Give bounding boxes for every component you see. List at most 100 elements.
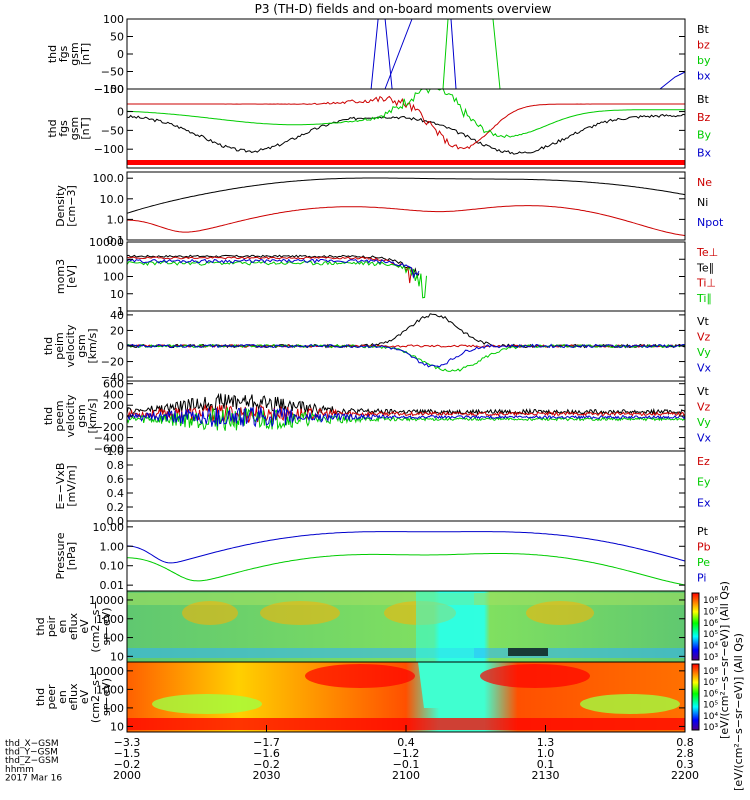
peir-low-energy-band (127, 648, 685, 658)
y-tick-label: 10.0 (100, 193, 125, 206)
y-axis-label-line: Density (54, 185, 67, 227)
legend-Bx: Bx (697, 146, 712, 159)
panel-efield: 1.00.80.60.40.20.0 E=−VxB[mV/m] Ez Ey Ex (54, 445, 711, 528)
legend-Ne: Ne (697, 176, 712, 189)
panel-temp: 10000 1000 100 10 1 mom3[eV] Te⊥ Te∥ Ti⊥ Ti∥ (54, 236, 718, 318)
y-axis-label-line: peir (45, 615, 58, 637)
y-tick-label: 100 (103, 271, 124, 284)
peir-flux-enhancement (260, 601, 340, 625)
panel-peim: 40200−20−40thdpeimvelocitygsm[km/s]VtVzV… (42, 309, 712, 384)
panel-pressure-plot (126, 531, 686, 586)
x-axis-row-label: thd_Z−GSM (5, 756, 59, 766)
legend-By: By (697, 129, 712, 142)
x-tick-time-label: 2000 (113, 769, 141, 782)
colorbar-tick-label: 10³ (703, 653, 718, 663)
y-axis-label-line: peer (45, 684, 58, 710)
y-tick-label: 0 (117, 106, 124, 119)
legend-Npot: Npot (697, 216, 724, 229)
y-axis-label: thdpeerenefluxeV(cm2−s−sr−eV) (34, 671, 113, 723)
series-vt (126, 313, 686, 349)
panel-pressure: 10.00 1.00 0.10 0.01 Pressure[nPa] Pt Pb Pe Pi (54, 520, 711, 592)
y-axis-label-line: (cm2−s− (89, 671, 102, 723)
legend-Vz: Vz (697, 401, 711, 414)
x-tick-label: 2.8 (676, 747, 694, 760)
peer-gap (418, 662, 472, 708)
series-te-perp (126, 256, 414, 284)
y-axis-label-line: fgs (57, 120, 70, 137)
x-tick-label: 0.1 (537, 758, 555, 771)
y-axis-label: thdfgsgsm[nT] (46, 42, 92, 65)
x-tick-time-label: 2130 (532, 769, 560, 782)
peer-green-patch (152, 694, 262, 714)
y-tick-label: 1.0 (107, 213, 125, 226)
x-tick-label: 0.8 (676, 736, 694, 749)
x-axis-row-label: thd_Y−GSM (5, 748, 58, 758)
panel-fgs-plot (127, 18, 686, 90)
colorbar-title: [eV/(cm²−s−sr−eV)] (All Qs) (732, 633, 745, 791)
legend-Bt: Bt (697, 23, 710, 36)
panel-frame (126, 88, 686, 169)
colorbar-tick-label: 10⁵ (703, 630, 718, 640)
panel-peir: 10000100010010thdpeirenefluxeV(cm2−s−sr−… (34, 590, 686, 663)
y-axis-label-line: Pressure (54, 532, 67, 579)
y-axis-label-line: E=−VxB (54, 463, 67, 510)
colorbar-tick-label: 10³ (703, 723, 718, 733)
y-tick-label: 40 (110, 309, 124, 322)
peir-flux-enhancement (182, 601, 238, 625)
y-tick-label: 10000 (89, 236, 124, 249)
y-tick-label: 0 (117, 410, 124, 423)
legend-Ti⊥: Ti⊥ (696, 277, 716, 290)
y-tick-label: −150 (94, 83, 124, 96)
panel-density-plot (126, 177, 686, 237)
y-tick-label: −600 (94, 442, 124, 455)
series-pe (127, 553, 686, 586)
y-axis-label-line: thd (46, 45, 59, 63)
y-axis-label-line: gsm (75, 334, 88, 357)
series-vx (126, 343, 686, 368)
peer-red-patch (480, 664, 590, 688)
y-tick-label: 10000 (89, 594, 124, 607)
y-tick-label: 10.00 (93, 521, 125, 534)
panel-frame (126, 18, 686, 90)
y-tick-label: −50 (101, 66, 124, 79)
y-axis-label-line: [nPa] (65, 542, 78, 570)
y-tick-label: 100.0 (93, 172, 125, 185)
y-axis-label-line: thd (42, 407, 55, 425)
series-te-par (126, 254, 420, 279)
y-tick-label: 0 (117, 340, 124, 353)
y-tick-label: 0.0 (107, 515, 125, 528)
legend-Te⊥: Te⊥ (696, 246, 718, 259)
y-tick-label: 400 (103, 388, 124, 401)
y-axis-label-line: sr−eV) (100, 678, 113, 716)
fgs-quality-bar (127, 160, 685, 165)
y-axis-label-line: gsm (68, 117, 81, 140)
colorbar-tick-label: 10⁶ (703, 619, 718, 629)
y-axis-label-line: velocity (64, 394, 77, 437)
series-vy (126, 407, 686, 431)
panel-frame (126, 450, 686, 522)
panel-frame (126, 241, 686, 312)
y-axis-label-line: peem (53, 400, 66, 431)
y-axis-label-line: (cm2−s− (89, 600, 102, 652)
x-tick-time-label: 2200 (671, 769, 699, 782)
legend-Ni: Ni (697, 196, 708, 209)
y-axis-label-line: thd (46, 119, 59, 137)
series-bx (659, 71, 686, 90)
y-axis-label: mom3[eV] (54, 259, 78, 294)
figure-title: P3 (TH-D) fields and on-board moments ov… (255, 2, 552, 16)
colorbar-scale (691, 592, 700, 661)
legend-Pb: Pb (697, 541, 711, 554)
panel-peer: 10000100010010thdpeerenefluxeV(cm2−s−sr−… (34, 661, 686, 733)
x-tick-label: −1.6 (253, 747, 280, 760)
legend-Ex: Ex (697, 496, 711, 509)
y-axis-label-line: en (56, 620, 69, 634)
y-tick-label: 0.01 (100, 579, 125, 592)
y-axis-label-line: eflux (67, 612, 80, 640)
panel-temp-plot (126, 254, 427, 299)
legend-Ez: Ez (697, 455, 710, 468)
legend-Vz: Vz (697, 331, 711, 344)
y-axis-label: thdpeirenefluxeV(cm2−s−sr−eV) (34, 600, 113, 652)
y-tick-label: 1000 (96, 683, 124, 696)
